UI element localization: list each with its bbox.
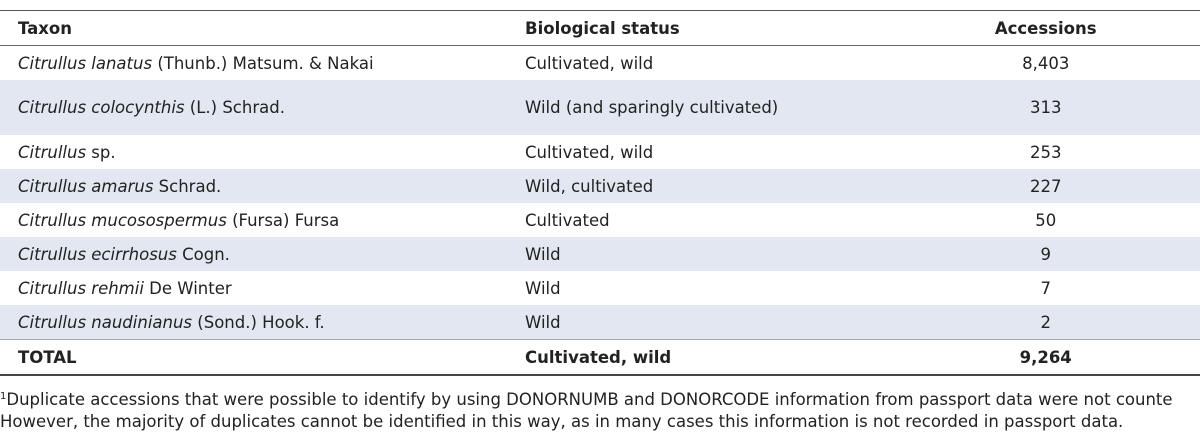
status-cell: Wild (and sparingly cultivated): [525, 98, 779, 117]
taxon-authority: De Winter: [149, 278, 232, 298]
header-cell: Accessions: [994, 18, 1097, 38]
total-label: TOTAL: [18, 347, 77, 367]
table-row: Citrullus rehmii De Winter Wild 7: [0, 271, 1200, 305]
status-cell: Wild: [525, 312, 561, 332]
taxon-cell: Citrullus ecirrhosus Cogn.: [0, 237, 525, 271]
taxon-authority: Schrad.: [158, 176, 222, 196]
accessions-cell: 8,403: [1022, 53, 1070, 73]
taxon-authority: (L.) Schrad.: [189, 98, 285, 117]
taxon-name: Citrullus colocynthis: [18, 98, 185, 117]
header-cell: Biological status: [525, 18, 680, 38]
table-row: Citrullus amarus Schrad. Wild, cultivated…: [0, 169, 1200, 203]
status-cell: Wild: [525, 244, 561, 264]
accessions-cell: 313: [1029, 98, 1062, 117]
taxon-cell: Citrullus rehmii De Winter: [0, 271, 525, 305]
taxon-authority: (Sond.) Hook. f.: [197, 312, 325, 332]
footnote-text: Duplicate accessions that were possible …: [6, 390, 1173, 409]
footnote-line: 1Duplicate accessions that were possible…: [0, 386, 1173, 411]
table-row: Citrullus ecirrhosus Cogn. Wild 9: [0, 237, 1200, 271]
taxon-name: Citrullus: [18, 142, 87, 162]
taxon-cell: Citrullus sp.: [0, 135, 525, 169]
accessions-cell: 9: [1040, 244, 1051, 264]
taxon-authority: sp.: [91, 142, 116, 162]
table-row: Citrullus lanatus (Thunb.) Matsum. & Nak…: [0, 46, 1200, 81]
header-cell: Taxon: [18, 18, 72, 38]
status-cell: Cultivated, wild: [525, 142, 654, 162]
taxon-cell: Citrullus lanatus (Thunb.) Matsum. & Nak…: [0, 46, 525, 81]
footnote: 1Duplicate accessions that were possible…: [0, 386, 1173, 433]
table-row: Citrullus colocynthis (L.) Schrad. Wild (…: [0, 80, 1200, 135]
accessions-cell: 253: [1029, 142, 1062, 162]
taxon-name: Citrullus amarus: [18, 176, 154, 196]
status-cell: Cultivated, wild: [525, 53, 654, 73]
header-row: Taxon Biological status Accessions: [0, 10, 1200, 46]
taxon-authority: (Fursa) Fursa: [232, 210, 340, 230]
accessions-cell: 2: [1040, 312, 1051, 332]
taxon-authority: (Thunb.) Matsum. & Nakai: [157, 53, 374, 73]
table-row: Citrullus sp. Cultivated, wild 253: [0, 135, 1200, 169]
taxon-cell: Citrullus mucosospermus (Fursa) Fursa: [0, 203, 525, 237]
taxon-name: Citrullus mucosospermus: [18, 210, 227, 230]
footnote-line: However, the majority of duplicates cann…: [0, 412, 1124, 431]
accessions-cell: 7: [1040, 278, 1051, 298]
taxon-cell: Citrullus amarus Schrad.: [0, 169, 525, 203]
taxon-name: Citrullus lanatus: [18, 53, 153, 73]
taxon-name: Citrullus naudinianus: [18, 312, 193, 332]
taxon-name: Citrullus rehmii: [18, 278, 144, 298]
taxon-cell: Citrullus colocynthis (L.) Schrad.: [0, 80, 525, 135]
taxon-authority: Cogn.: [182, 244, 230, 264]
total-row: TOTAL Cultivated, wild 9,264: [0, 339, 1200, 375]
total-status: Cultivated, wild: [525, 347, 672, 367]
status-cell: Wild: [525, 278, 561, 298]
footnote-marker: 1: [0, 391, 7, 402]
accessions-cell: 227: [1029, 176, 1062, 196]
table-row: Citrullus naudinianus (Sond.) Hook. f. Wi…: [0, 305, 1200, 340]
status-cell: Cultivated: [525, 210, 610, 230]
taxon-cell: Citrullus naudinianus (Sond.) Hook. f.: [0, 305, 525, 340]
table: Taxon Biological status Accessions Citru…: [0, 10, 1200, 376]
taxon-name: Citrullus ecirrhosus: [18, 244, 177, 264]
table-body: Taxon Biological status Accessions Citru…: [0, 10, 1200, 375]
total-accessions: 9,264: [1019, 347, 1072, 367]
status-cell: Wild, cultivated: [525, 176, 654, 196]
accessions-cell: 50: [1035, 210, 1057, 230]
table-row: Citrullus mucosospermus (Fursa) Fursa Cul…: [0, 203, 1200, 237]
